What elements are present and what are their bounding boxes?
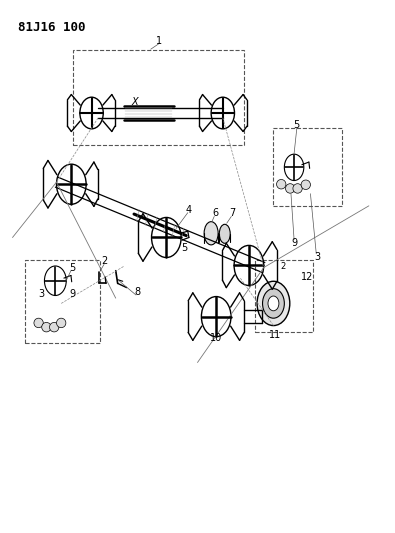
Ellipse shape bbox=[56, 318, 66, 328]
Text: 12: 12 bbox=[301, 272, 314, 282]
Text: 5: 5 bbox=[181, 243, 187, 253]
Bar bbox=[255, 260, 313, 333]
Text: 9: 9 bbox=[69, 289, 75, 299]
Bar bbox=[273, 128, 342, 206]
Ellipse shape bbox=[263, 289, 284, 318]
Bar bbox=[73, 50, 244, 145]
Ellipse shape bbox=[301, 180, 310, 190]
Ellipse shape bbox=[204, 222, 218, 245]
Text: 11: 11 bbox=[269, 330, 282, 340]
Bar bbox=[25, 260, 100, 343]
Ellipse shape bbox=[268, 296, 279, 311]
Ellipse shape bbox=[286, 184, 295, 193]
Text: 7: 7 bbox=[229, 208, 236, 218]
Text: 81J16 100: 81J16 100 bbox=[18, 21, 86, 34]
Ellipse shape bbox=[219, 224, 230, 243]
Ellipse shape bbox=[276, 180, 286, 189]
Ellipse shape bbox=[42, 322, 51, 332]
Ellipse shape bbox=[293, 184, 302, 193]
Ellipse shape bbox=[34, 318, 43, 328]
Text: X: X bbox=[132, 97, 139, 107]
Text: 3: 3 bbox=[314, 252, 320, 262]
Text: 5: 5 bbox=[69, 263, 75, 272]
Text: 5: 5 bbox=[294, 120, 300, 130]
Text: 8: 8 bbox=[134, 287, 140, 297]
Ellipse shape bbox=[49, 322, 59, 332]
Text: 6: 6 bbox=[212, 208, 218, 218]
Text: 9: 9 bbox=[291, 238, 297, 248]
Text: 3: 3 bbox=[39, 289, 45, 299]
Text: 4: 4 bbox=[186, 205, 192, 215]
Text: 2: 2 bbox=[280, 262, 286, 271]
Text: 2: 2 bbox=[102, 256, 108, 266]
Text: 1: 1 bbox=[156, 36, 162, 46]
Ellipse shape bbox=[257, 281, 290, 326]
Text: 10: 10 bbox=[210, 333, 222, 343]
